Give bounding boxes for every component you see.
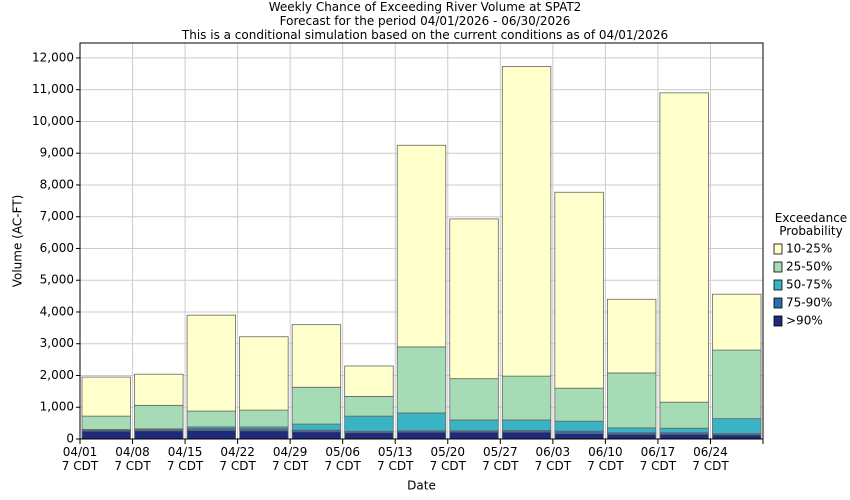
- bar-segment: [81, 376, 131, 417]
- x-tick-label: 04/15 7 CDT: [166, 445, 204, 473]
- bar-segment: [606, 427, 657, 434]
- bar-segment: [712, 418, 762, 435]
- bar-segment: [134, 404, 184, 430]
- bar-segment: [501, 419, 552, 431]
- x-tick-label: 06/10 7 CDT: [587, 445, 624, 473]
- chart-annotation: This is a conditional simulation based o…: [181, 28, 669, 42]
- y-tick-label: 10,000: [32, 114, 74, 128]
- bar-segment: [449, 419, 499, 432]
- y-tick-label: 7,000: [40, 209, 74, 223]
- y-tick-label: 6,000: [40, 241, 74, 255]
- x-tick-label: 05/06 7 CDT: [324, 445, 361, 473]
- bar-segment: [81, 430, 131, 440]
- bar-segment: [291, 423, 342, 431]
- bar-segment: [712, 434, 762, 440]
- legend-swatch: [773, 279, 783, 291]
- bar-segment: [449, 218, 499, 380]
- bar-segment: [396, 412, 447, 432]
- legend-swatch: [773, 261, 783, 273]
- legend-title: Exceedance Probability: [774, 211, 848, 238]
- bar-segment: [659, 427, 709, 434]
- bar-segment: [344, 415, 394, 432]
- bar-segment: [186, 314, 237, 412]
- y-tick-label: 11,000: [32, 82, 74, 96]
- bar-segment: [291, 324, 342, 388]
- y-tick-label: 2,000: [40, 368, 74, 382]
- y-tick-label: 3,000: [40, 336, 74, 350]
- x-tick-label: 06/03 7 CDT: [534, 445, 572, 473]
- x-tick-label: 05/27 7 CDT: [482, 445, 519, 473]
- bar-segment: [449, 431, 499, 440]
- chart-subtitle: Forecast for the period 04/01/2026 - 06/…: [279, 14, 571, 28]
- bar-segment: [186, 430, 237, 440]
- bar-segment: [606, 298, 657, 374]
- x-tick-label: 04/22 7 CDT: [219, 445, 256, 473]
- y-tick-label: 1,000: [40, 400, 74, 414]
- bar-segment: [712, 349, 762, 420]
- bar-segment: [239, 336, 289, 411]
- x-tick-label: 05/13 7 CDT: [377, 445, 414, 473]
- legend-swatch: [773, 315, 783, 327]
- bar-segment: [239, 409, 289, 428]
- x-tick-label: 04/08 7 CDT: [114, 445, 151, 473]
- y-axis-label: Volume (AC-FT): [11, 195, 25, 288]
- legend-label: 75-90%: [786, 296, 832, 310]
- legend-swatch: [773, 297, 783, 309]
- bar-segment: [81, 415, 131, 430]
- legend-label: 25-50%: [786, 260, 832, 274]
- legend-label: 50-75%: [786, 278, 832, 292]
- bar-segment: [291, 431, 342, 440]
- x-tick-label: 04/29 7 CDT: [271, 445, 309, 473]
- x-tick-label: 06/17 7 CDT: [639, 445, 677, 473]
- bar-segment: [501, 431, 552, 440]
- plot-border: [79, 42, 764, 440]
- bar-segment: [396, 144, 447, 348]
- legend-label: 10-25%: [786, 242, 832, 256]
- bar-segment: [239, 430, 289, 440]
- y-tick-label: 0: [66, 432, 74, 446]
- y-tick-label: 5,000: [40, 273, 74, 287]
- bar-segment: [554, 387, 604, 422]
- legend-label: >90%: [786, 314, 823, 328]
- bar-segment: [501, 66, 552, 377]
- y-tick-label: 12,000: [32, 50, 74, 64]
- bar-segment: [606, 372, 657, 429]
- bar-segment: [606, 433, 657, 440]
- bar-segment: [449, 378, 499, 421]
- y-tick-label: 4,000: [40, 304, 74, 318]
- x-tick-label: 06/24 7 CDT: [692, 445, 729, 473]
- bar-segment: [134, 373, 184, 406]
- bar-segment: [712, 293, 762, 351]
- bar-segment: [344, 396, 394, 417]
- bar-segment: [344, 365, 394, 397]
- bar-segment: [396, 346, 447, 414]
- legend-swatch: [773, 243, 783, 255]
- bar-segment: [659, 92, 709, 403]
- x-tick-label: 05/20 7 CDT: [429, 445, 466, 473]
- bar-segment: [554, 420, 604, 432]
- bar-segment: [501, 375, 552, 421]
- y-tick-label: 8,000: [40, 177, 74, 191]
- x-axis-label: Date: [407, 479, 436, 493]
- bar-segment: [554, 191, 604, 389]
- bar-segment: [554, 433, 604, 440]
- bar-segment: [344, 432, 394, 440]
- bar-segment: [659, 433, 709, 440]
- bar-segment: [186, 410, 237, 428]
- bar-segment: [134, 430, 184, 440]
- y-tick-label: 9,000: [40, 146, 74, 160]
- bar-segment: [396, 431, 447, 440]
- bar-segment: [291, 386, 342, 425]
- x-tick-label: 04/01 7 CDT: [61, 445, 99, 473]
- bar-segment: [659, 401, 709, 429]
- chart-title: Weekly Chance of Exceeding River Volume …: [268, 0, 582, 14]
